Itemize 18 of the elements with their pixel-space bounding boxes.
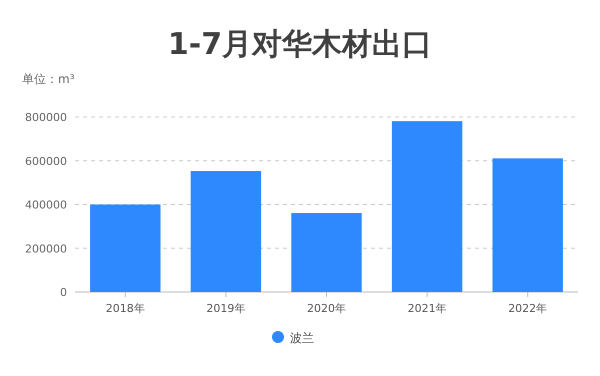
- bar: [190, 171, 262, 292]
- x-tick-label: 2019年: [206, 302, 246, 315]
- x-tick-label: 2022年: [508, 302, 548, 315]
- legend-label: 波兰: [290, 331, 314, 345]
- x-tick-label: 2018年: [106, 302, 145, 315]
- y-tick-label: 400000: [25, 198, 67, 212]
- bar: [291, 213, 362, 292]
- y-tick-label: 600000: [25, 154, 67, 168]
- chart-subtitle: 单位：m³: [22, 72, 75, 86]
- y-tick-label: 200000: [25, 242, 67, 256]
- bar: [392, 121, 462, 292]
- bar: [90, 204, 161, 292]
- y-tick-label: 800000: [25, 111, 67, 124]
- x-tick-label: 2020年: [307, 302, 346, 315]
- bar: [492, 158, 563, 292]
- chart-title: 1-7月对华木材出口: [168, 27, 432, 62]
- x-tick-label: 2021年: [408, 302, 447, 315]
- y-tick-label: 0: [60, 286, 67, 299]
